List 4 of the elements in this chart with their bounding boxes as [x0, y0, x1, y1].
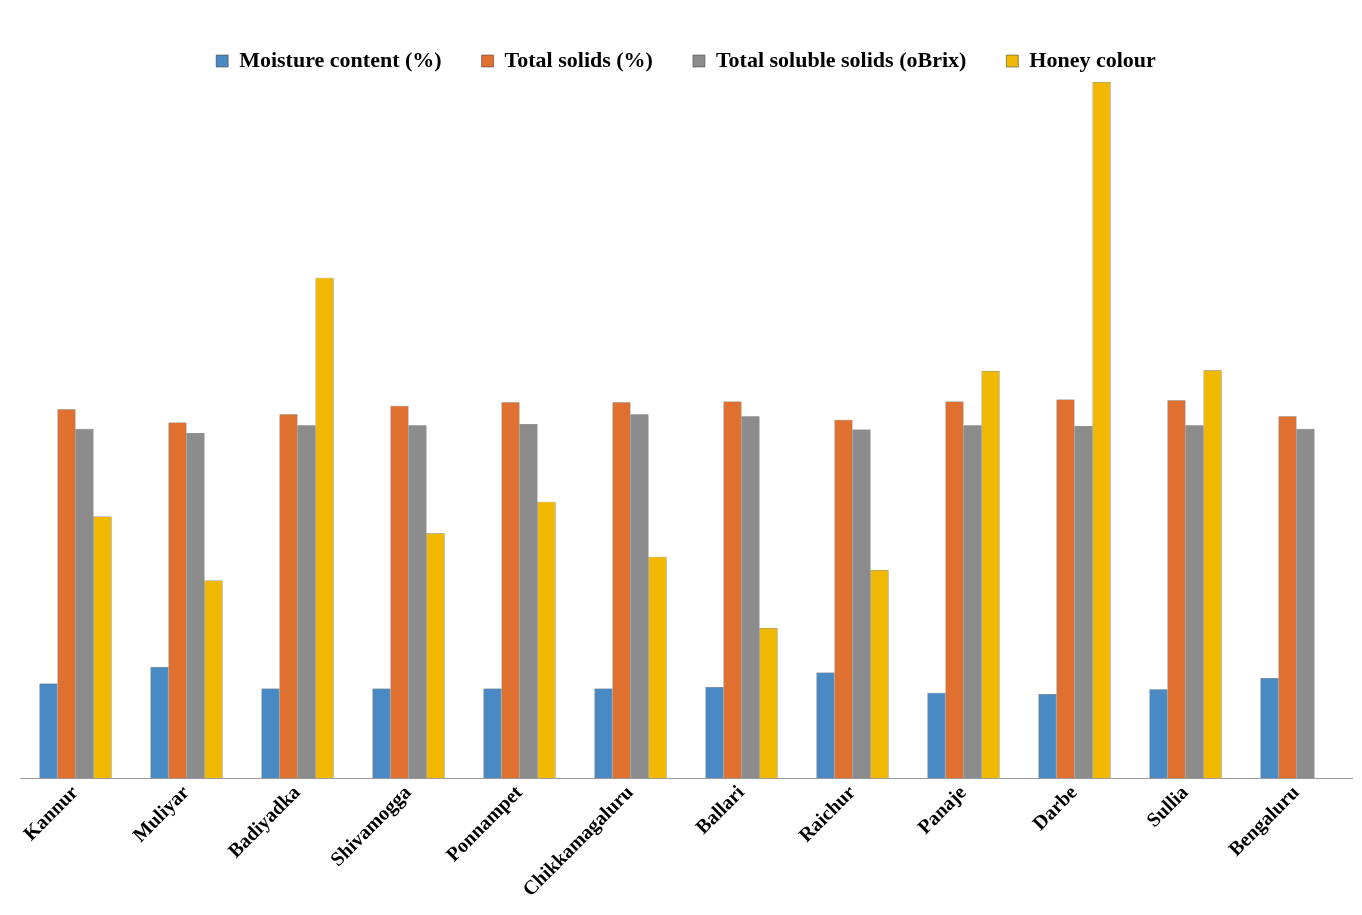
legend-label: Honey colour [1029, 46, 1157, 72]
legend-label: Total solids (%) [504, 46, 653, 72]
legend-label: Moisture content (%) [239, 46, 442, 72]
legend-label: Total soluble solids (oBrix) [715, 46, 967, 72]
